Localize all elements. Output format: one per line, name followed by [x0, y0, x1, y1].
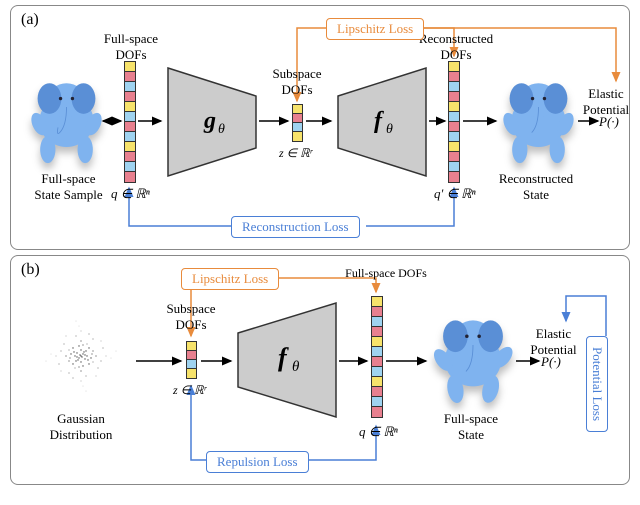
z-rr-label-a: z ∈ ℝʳ	[279, 146, 312, 161]
decoder-block-a: f θ	[336, 66, 428, 178]
dof-bar-b	[371, 296, 383, 418]
repulsion-loss-box: Repulsion Loss	[206, 451, 309, 473]
elastic-potential-label-a: ElasticPotential	[581, 86, 631, 117]
decoder-block-b: f θ	[236, 301, 338, 419]
dof-bar-left-a	[124, 61, 136, 183]
subspace-bar-a	[292, 104, 303, 142]
gaussian-cloud-icon	[31, 306, 131, 406]
qp-rn-label: q′ ∈ ℝⁿ	[434, 186, 476, 202]
q-rn-label-b: q ∈ ℝⁿ	[359, 424, 398, 440]
panel-b: (b)	[10, 255, 630, 485]
lipschitz-loss-box-b: Lipschitz Loss	[181, 268, 279, 290]
elephant-left-icon	[24, 74, 109, 169]
subspace-bar-b	[186, 341, 197, 379]
reconstruction-loss-box: Reconstruction Loss	[231, 216, 360, 238]
P-label-a: P(·)	[599, 114, 619, 130]
reconstructed-state-label: ReconstructedState	[491, 171, 581, 202]
panel-a: (a)	[10, 5, 630, 250]
elephant-right-icon	[496, 74, 581, 169]
potential-loss-box: Potential Loss	[586, 336, 608, 432]
P-label-b: P(·)	[541, 354, 561, 370]
encoder-block: g θ	[166, 66, 258, 178]
subspace-dofs-label-a: SubspaceDOFs	[267, 66, 327, 97]
svg-text:θ: θ	[218, 122, 225, 137]
subspace-dofs-label-b: SubspaceDOFs	[161, 301, 221, 332]
fullspace-dofs-label-b: Full-space DOFs	[341, 266, 431, 280]
dof-bar-right-a	[448, 61, 460, 183]
fullspace-state-label: Full-spaceState	[431, 411, 511, 442]
svg-text:g: g	[203, 108, 216, 134]
reconstructed-dofs-label: ReconstructedDOFs	[416, 31, 496, 62]
elastic-potential-label-b: ElasticPotential	[526, 326, 581, 357]
svg-text:θ: θ	[386, 122, 393, 137]
z-rr-label-b: z ∈ ℝʳ	[173, 383, 206, 398]
gaussian-dist-label: GaussianDistribution	[36, 411, 126, 442]
fullspace-state-sample-label: Full-spaceState Sample	[21, 171, 116, 202]
fullspace-dofs-label-a: Full-spaceDOFs	[101, 31, 161, 62]
svg-text:θ: θ	[292, 359, 300, 375]
lipschitz-loss-box-a: Lipschitz Loss	[326, 18, 424, 40]
elephant-b-icon	[429, 311, 517, 409]
q-rn-label-left: q ∈ ℝⁿ	[111, 186, 150, 202]
